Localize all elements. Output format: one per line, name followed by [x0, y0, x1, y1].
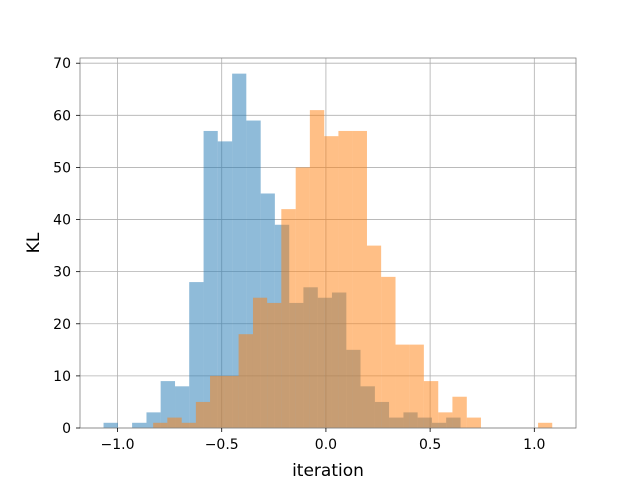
- histogram-bar: [395, 344, 410, 428]
- y-tick-label: 10: [53, 369, 71, 385]
- histogram-bar: [217, 141, 233, 428]
- histogram-bar: [181, 422, 196, 428]
- histogram-bar: [210, 375, 225, 428]
- histogram-bar: [238, 334, 253, 428]
- x-axis-ticks: −1.0 −0.5 0.0 0.5 1.0: [101, 428, 545, 453]
- histogram-bar: [281, 209, 296, 428]
- histogram-bar: [224, 375, 239, 428]
- x-tick-label: 1.0: [523, 437, 545, 453]
- histogram-bar: [167, 417, 182, 428]
- histogram-bar: [252, 297, 268, 428]
- y-tick-label: 50: [53, 160, 71, 176]
- y-tick-label: 0: [62, 421, 71, 437]
- histogram-bar: [352, 130, 367, 428]
- histogram-bar: [160, 381, 176, 428]
- histogram-bar: [203, 130, 218, 428]
- y-axis-ticks: 0 10 20 30 40 50 60 70: [53, 56, 80, 437]
- x-axis-label: iteration: [292, 461, 364, 480]
- histogram-bar: [423, 381, 439, 428]
- histogram-bar: [466, 417, 481, 428]
- histogram-bar: [195, 401, 211, 428]
- histogram-bar: [381, 276, 396, 428]
- y-tick-label: 70: [53, 56, 71, 72]
- x-tick-label: −0.5: [205, 437, 239, 453]
- histogram-bar: [189, 282, 204, 428]
- histogram-bar: [103, 422, 118, 428]
- y-axis-label: KL: [24, 232, 44, 253]
- histogram-bar: [452, 396, 467, 428]
- x-tick-label: −1.0: [101, 437, 135, 453]
- histogram-bar: [267, 302, 282, 428]
- y-tick-label: 30: [53, 265, 71, 281]
- x-tick-label: 0.0: [315, 437, 337, 453]
- histogram-bar: [295, 167, 310, 428]
- histogram-bar: [366, 245, 382, 428]
- histogram-bar: [338, 130, 353, 428]
- plot-frame: [79, 57, 577, 429]
- histogram-bar: [132, 422, 147, 428]
- histogram-bar: [153, 422, 168, 428]
- x-tick-label: 0.5: [419, 437, 441, 453]
- histogram-bar: [438, 412, 453, 428]
- series-2-bars: [153, 110, 553, 429]
- histogram-bar: [538, 422, 553, 428]
- y-tick-label: 60: [53, 108, 71, 124]
- y-tick-label: 20: [53, 317, 71, 333]
- y-tick-label: 40: [53, 213, 71, 229]
- histogram-bar: [409, 344, 424, 428]
- histogram-bar: [309, 110, 325, 429]
- histogram-bar: [324, 136, 339, 429]
